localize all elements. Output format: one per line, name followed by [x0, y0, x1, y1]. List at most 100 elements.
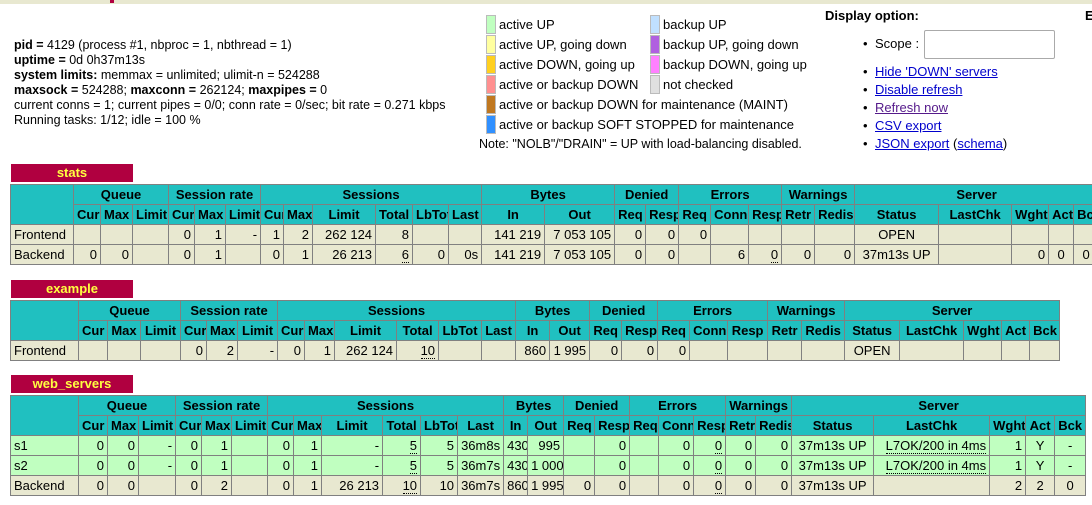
- column-header-cur: Cur: [277, 320, 306, 341]
- table-cell: 7 053 105: [544, 224, 616, 245]
- column-header-limit: Limit: [225, 204, 262, 225]
- csv-export-link[interactable]: CSV export: [875, 118, 942, 133]
- table-cell: 2: [989, 475, 1027, 496]
- table-cell: 0: [168, 244, 196, 265]
- table-cell: 262 124: [312, 224, 377, 245]
- table-cell: 1: [304, 340, 336, 361]
- table-row[interactable]: Backend 0 0 0 1 0 1 26 213 6 0 0s 141 219 7 053 105 0…: [10, 244, 1092, 265]
- table-row[interactable]: Backend 0 0 0 2 0 1 26 213 10 10 36m7s 860 1 995 0 0 0 0…: [10, 475, 1087, 496]
- table-cell: 2: [283, 224, 314, 245]
- table-cell: 0: [277, 340, 306, 361]
- legend-label: backup UP: [663, 16, 727, 32]
- json-export-link[interactable]: JSON export: [875, 136, 950, 151]
- column-header-redis: Redis: [801, 320, 846, 341]
- legend-label: active DOWN, going up: [499, 56, 635, 72]
- column-header-wght: Wght: [1011, 204, 1050, 225]
- group-header: Errors: [678, 184, 783, 205]
- table-cell: Y: [1025, 435, 1056, 456]
- refresh-now-item: Refresh now: [825, 99, 1007, 117]
- group-header: Warnings: [781, 184, 856, 205]
- uptime-line: uptime = 0d 0h37m13s: [14, 53, 145, 67]
- legend-swatch: [486, 94, 496, 114]
- table-cell: 0: [755, 475, 793, 496]
- table-cell: [1001, 340, 1031, 361]
- column-header-limit: Limit: [137, 415, 177, 436]
- table-cell: 0: [658, 475, 695, 496]
- table-cell: 0: [1048, 244, 1075, 265]
- table-cell: 1 995: [527, 475, 565, 496]
- table-cell: [629, 455, 660, 476]
- group-header: Queue: [77, 300, 182, 321]
- proxy-title-stats[interactable]: stats: [11, 164, 133, 182]
- table-row[interactable]: Frontend 0 2-0 1 262 124 10 860 1 995 0 0 0 OPEN: [10, 340, 1061, 361]
- table-cell: [137, 475, 177, 496]
- schema-link[interactable]: schema: [957, 136, 1003, 151]
- column-header-limit: Limit: [312, 204, 377, 225]
- top-bar: [0, 0, 1092, 4]
- column-header-limit: Limit: [237, 320, 279, 341]
- legend-item: active UP: [486, 14, 794, 34]
- refresh-now-link[interactable]: Refresh now: [875, 100, 948, 115]
- row-name: s2: [10, 455, 79, 476]
- table-cell: 262 124: [334, 340, 398, 361]
- maxsock-line: maxsock = 524288; maxconn = 262124; maxp…: [14, 83, 328, 97]
- table-cell: 0: [645, 244, 680, 265]
- table-cell: 0: [755, 435, 793, 456]
- table-cell: 1: [201, 435, 233, 456]
- row-name: s1: [10, 435, 79, 456]
- table-cell: [73, 224, 101, 245]
- column-header-act: Act: [1048, 204, 1075, 225]
- legend-item: backup UP: [650, 14, 807, 34]
- process-info: pid = 4129 (process #1, nbproc = 1, nbth…: [14, 38, 446, 128]
- table-cell: 6: [375, 244, 414, 265]
- table-cell: 0: [78, 455, 108, 476]
- column-header-in: In: [503, 415, 529, 436]
- table-cell: [814, 224, 856, 245]
- group-header: Bytes: [503, 395, 565, 416]
- column-header-cur: Cur: [78, 320, 108, 341]
- table-row[interactable]: Frontend 0 1-1 2 262 124 8 141 219 7 053 105 0 0 0…: [10, 224, 1092, 245]
- table-cell: 0: [180, 340, 208, 361]
- column-header-wght: Wght: [989, 415, 1027, 436]
- table-cell: [225, 244, 262, 265]
- scope-input[interactable]: [924, 30, 1055, 59]
- column-header-resp: Resp: [645, 204, 680, 225]
- legend-swatch: [486, 14, 496, 34]
- proxy-title-example[interactable]: example: [11, 280, 133, 298]
- column-header-last: Last: [481, 320, 517, 341]
- column-header-req: Req: [563, 415, 596, 436]
- table-row[interactable]: s2 0 0-0 1 0 1-5 5 36m7s 430 1 000 0 0 0 0 0 37m13s UP L…: [10, 455, 1087, 476]
- table-cell: [78, 340, 108, 361]
- table-row[interactable]: s1 0 0-0 1 0 1-5 5 36m8s 430 995 0 0 0 0 0 37m13s UP L7O…: [10, 435, 1087, 456]
- table-cell: 10: [420, 475, 459, 496]
- hide-down-link[interactable]: Hide 'DOWN' servers: [875, 64, 998, 79]
- column-header-conn: Conn: [710, 204, 750, 225]
- table-cell: 8: [375, 224, 414, 245]
- table-cell: [1029, 340, 1061, 361]
- disable-refresh-link[interactable]: Disable refresh: [875, 82, 963, 97]
- group-header: Errors: [657, 300, 769, 321]
- table-cell: 0: [621, 340, 659, 361]
- table-cell: 0: [658, 455, 695, 476]
- column-header-limit: Limit: [131, 204, 170, 225]
- table-cell: OPEN: [844, 340, 901, 361]
- table-cell: 995: [527, 435, 565, 456]
- table-cell: 1: [283, 244, 314, 265]
- legend-item: active or backup SOFT STOPPED for mainte…: [486, 114, 794, 134]
- table-cell: -: [137, 455, 177, 476]
- table-cell: 0: [1011, 244, 1050, 265]
- display-options-title: Display option:: [825, 8, 919, 23]
- table-cell: 0: [748, 244, 783, 265]
- table-cell: -: [1054, 435, 1087, 456]
- table-cell: [938, 224, 1013, 245]
- legend-swatch: [486, 34, 496, 54]
- table-cell: 141 219: [481, 244, 546, 265]
- table-cell: [107, 340, 141, 361]
- proxy-title-web-servers[interactable]: web_servers: [11, 375, 133, 393]
- table-cell: 0: [267, 475, 295, 496]
- table-cell: 37m13s UP: [791, 475, 875, 496]
- column-header-cur: Cur: [168, 204, 196, 225]
- table-cell: 0: [107, 455, 139, 476]
- table-cell: 5: [420, 435, 459, 456]
